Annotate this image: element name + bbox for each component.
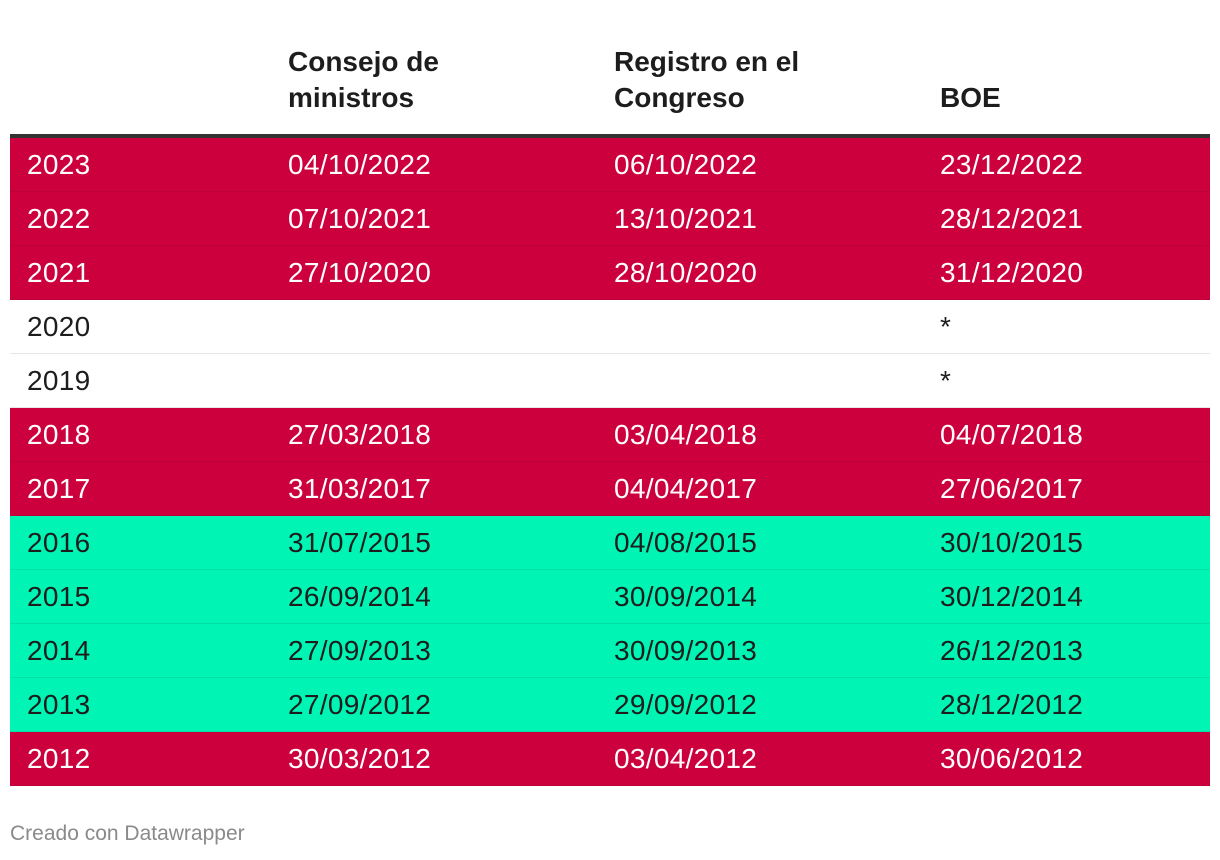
cell-year: 2013	[27, 689, 91, 720]
cell-year: 2018	[27, 419, 91, 450]
footer-credit: Creado con Datawrapper	[10, 822, 245, 845]
table-row: 2016 31/07/2015 04/08/2015 30/10/2015	[10, 516, 1210, 570]
cell-registro-en-el-congreso: 03/04/2012	[614, 743, 758, 774]
table-row: 2013 27/09/2012 29/09/2012 28/12/2012	[10, 678, 1210, 732]
cell-consejo-de-ministros: 27/10/2020	[288, 257, 432, 288]
cell-year: 2012	[27, 743, 91, 774]
cell-consejo-de-ministros: 27/09/2012	[288, 689, 432, 720]
cell-registro-en-el-congreso: 28/10/2020	[614, 257, 758, 288]
cell-year: 2017	[27, 473, 91, 504]
table-row: 2012 30/03/2012 03/04/2012 30/06/2012	[10, 732, 1210, 786]
cell-year: 2016	[27, 527, 91, 558]
header-consejo-de-ministros: Consejo de ministros	[288, 46, 439, 113]
cell-boe: 04/07/2018	[940, 419, 1084, 450]
cell-registro-en-el-congreso: 06/10/2022	[614, 149, 758, 180]
table-row: 2014 27/09/2013 30/09/2013 26/12/2013	[10, 624, 1210, 678]
cell-year: 2015	[27, 581, 91, 612]
table-header: Consejo de ministros Registro en el Cong…	[10, 0, 1210, 138]
cell-year: 2014	[27, 635, 91, 666]
cell-year: 2019	[27, 365, 91, 396]
cell-registro-en-el-congreso: 30/09/2013	[614, 635, 758, 666]
table-row: 2022 07/10/2021 13/10/2021 28/12/2021	[10, 192, 1210, 246]
cell-boe: 30/06/2012	[940, 743, 1084, 774]
cell-consejo-de-ministros: 30/03/2012	[288, 743, 432, 774]
cell-registro-en-el-congreso: 04/04/2017	[614, 473, 758, 504]
cell-year: 2022	[27, 203, 91, 234]
cell-consejo-de-ministros: 31/07/2015	[288, 527, 432, 558]
cell-boe: 27/06/2017	[940, 473, 1084, 504]
cell-registro-en-el-congreso: 03/04/2018	[614, 419, 758, 450]
data-table: Consejo de ministros Registro en el Cong…	[10, 0, 1210, 786]
header-registro-en-el-congreso: Registro en el Congreso	[614, 46, 800, 113]
cell-boe: 31/12/2020	[940, 257, 1084, 288]
table-row: 2021 27/10/2020 28/10/2020 31/12/2020	[10, 246, 1210, 300]
cell-boe: 26/12/2013	[940, 635, 1084, 666]
cell-consejo-de-ministros: 26/09/2014	[288, 581, 432, 612]
table-body: 2023 04/10/2022 06/10/2022 23/12/2022 2022 07…	[10, 138, 1210, 786]
table-row: 2018 27/03/2018 03/04/2018 04/07/2018	[10, 408, 1210, 462]
cell-consejo-de-ministros: 27/09/2013	[288, 635, 432, 666]
cell-boe: 23/12/2022	[940, 149, 1084, 180]
cell-consejo-de-ministros: 07/10/2021	[288, 203, 432, 234]
cell-boe: 28/12/2021	[940, 203, 1084, 234]
cell-registro-en-el-congreso: 13/10/2021	[614, 203, 758, 234]
cell-year: 2023	[27, 149, 91, 180]
table-row: 2015 26/09/2014 30/09/2014 30/12/2014	[10, 570, 1210, 624]
cell-boe: 30/10/2015	[940, 527, 1084, 558]
cell-boe: 30/12/2014	[940, 581, 1084, 612]
cell-consejo-de-ministros: 27/03/2018	[288, 419, 432, 450]
cell-boe: *	[940, 311, 952, 342]
table-row: 2019 *	[10, 354, 1210, 408]
table-row: 2020 *	[10, 300, 1210, 354]
cell-year: 2020	[27, 311, 91, 342]
header-boe: BOE	[940, 82, 1001, 113]
cell-boe: *	[940, 365, 952, 396]
table-row: 2017 31/03/2017 04/04/2017 27/06/2017	[10, 462, 1210, 516]
table-row: 2023 04/10/2022 06/10/2022 23/12/2022	[10, 138, 1210, 192]
cell-boe: 28/12/2012	[940, 689, 1084, 720]
cell-registro-en-el-congreso: 30/09/2014	[614, 581, 758, 612]
cell-registro-en-el-congreso: 04/08/2015	[614, 527, 758, 558]
cell-consejo-de-ministros: 31/03/2017	[288, 473, 432, 504]
cell-year: 2021	[27, 257, 91, 288]
cell-registro-en-el-congreso: 29/09/2012	[614, 689, 758, 720]
cell-consejo-de-ministros: 04/10/2022	[288, 149, 432, 180]
